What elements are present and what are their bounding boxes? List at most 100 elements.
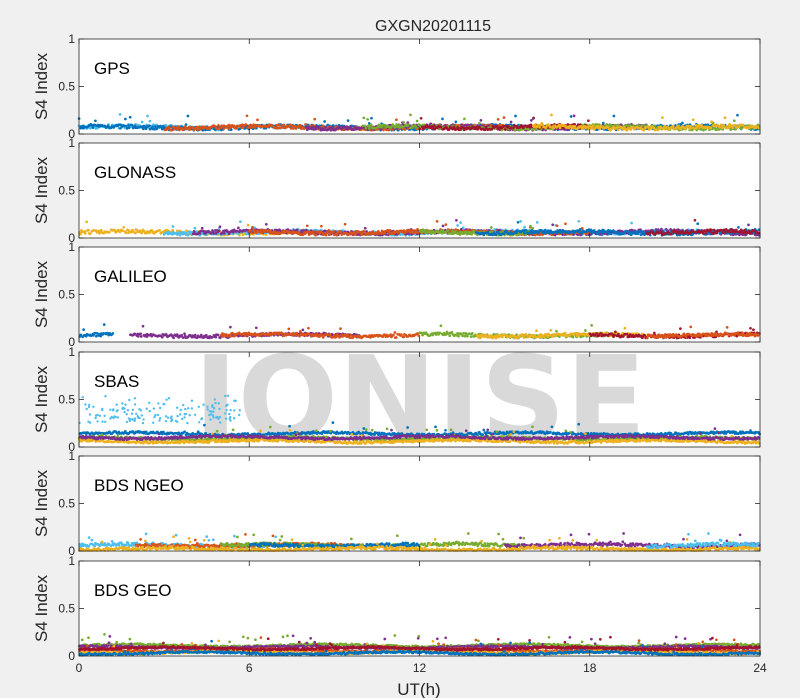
data-point xyxy=(732,119,736,123)
data-point xyxy=(577,230,581,234)
scatter-points xyxy=(77,113,761,132)
data-point xyxy=(148,124,151,128)
data-point xyxy=(124,231,128,235)
data-point xyxy=(200,226,204,230)
data-point xyxy=(741,123,745,127)
data-point xyxy=(124,117,127,121)
data-point xyxy=(737,226,740,229)
data-point xyxy=(395,123,398,126)
data-point xyxy=(136,335,140,338)
data-point xyxy=(251,225,254,229)
data-point xyxy=(661,116,664,119)
data-point xyxy=(524,229,528,232)
data-point xyxy=(369,123,373,127)
data-point xyxy=(710,120,713,124)
panel-label: GLONASS xyxy=(94,163,176,182)
data-point xyxy=(367,127,371,130)
data-point xyxy=(514,114,517,118)
data-point xyxy=(343,222,347,226)
data-point xyxy=(239,220,242,224)
data-point xyxy=(354,233,357,236)
data-point xyxy=(555,224,559,228)
data-point xyxy=(750,231,753,235)
data-point xyxy=(87,228,90,232)
data-point xyxy=(515,229,519,233)
data-point xyxy=(264,222,268,226)
data-point xyxy=(736,113,739,117)
data-point xyxy=(195,125,198,129)
data-point xyxy=(85,220,88,224)
data-point xyxy=(229,325,232,329)
data-point xyxy=(180,334,184,337)
data-point xyxy=(578,228,582,231)
data-point xyxy=(704,231,708,235)
data-point xyxy=(693,218,697,222)
data-point xyxy=(122,225,126,229)
data-point xyxy=(168,126,171,130)
data-point xyxy=(519,220,522,223)
data-point xyxy=(709,126,712,130)
data-point xyxy=(722,124,726,127)
data-point xyxy=(119,126,122,130)
data-point xyxy=(250,231,254,235)
data-point xyxy=(416,228,419,231)
data-point xyxy=(302,127,306,131)
data-point xyxy=(540,228,543,232)
data-point xyxy=(729,227,733,231)
data-point xyxy=(328,233,331,236)
data-point xyxy=(715,231,719,235)
data-point xyxy=(305,224,309,228)
data-point xyxy=(459,221,462,224)
data-point xyxy=(364,126,368,130)
data-point xyxy=(192,230,196,233)
data-point xyxy=(739,127,743,131)
data-point xyxy=(609,232,613,236)
data-point xyxy=(630,221,633,225)
data-point xyxy=(246,223,250,227)
data-point xyxy=(108,230,111,234)
data-point xyxy=(127,126,131,130)
data-point xyxy=(722,228,726,232)
data-point xyxy=(424,231,428,235)
y-tick-label: 0.5 xyxy=(58,80,75,94)
data-point xyxy=(196,128,200,132)
data-point xyxy=(552,126,555,130)
data-point xyxy=(454,120,458,124)
data-point xyxy=(139,335,143,338)
data-point xyxy=(646,125,650,129)
data-point xyxy=(83,232,87,235)
data-point xyxy=(612,114,616,118)
data-point xyxy=(587,119,590,123)
data-point xyxy=(721,231,725,234)
data-point xyxy=(370,116,373,120)
data-point xyxy=(718,125,721,129)
data-point xyxy=(313,117,317,121)
data-point xyxy=(435,220,439,223)
data-point xyxy=(329,128,333,132)
data-point xyxy=(677,124,680,128)
data-point xyxy=(184,123,188,126)
data-point xyxy=(419,116,423,120)
data-point xyxy=(324,125,327,129)
data-point xyxy=(503,127,507,131)
data-point xyxy=(363,124,367,128)
data-point xyxy=(415,119,419,123)
data-point xyxy=(463,117,466,121)
data-point xyxy=(121,229,125,233)
data-point xyxy=(529,224,532,228)
data-point xyxy=(402,120,405,124)
data-point xyxy=(509,120,513,124)
data-point xyxy=(304,123,307,126)
data-point xyxy=(683,127,687,130)
data-point xyxy=(538,125,541,129)
data-point xyxy=(245,114,249,118)
data-point xyxy=(324,233,328,237)
data-point xyxy=(362,116,366,120)
data-point xyxy=(409,113,412,117)
data-point xyxy=(182,128,185,131)
data-point xyxy=(127,124,130,127)
data-point xyxy=(407,123,410,126)
data-point xyxy=(158,229,161,232)
